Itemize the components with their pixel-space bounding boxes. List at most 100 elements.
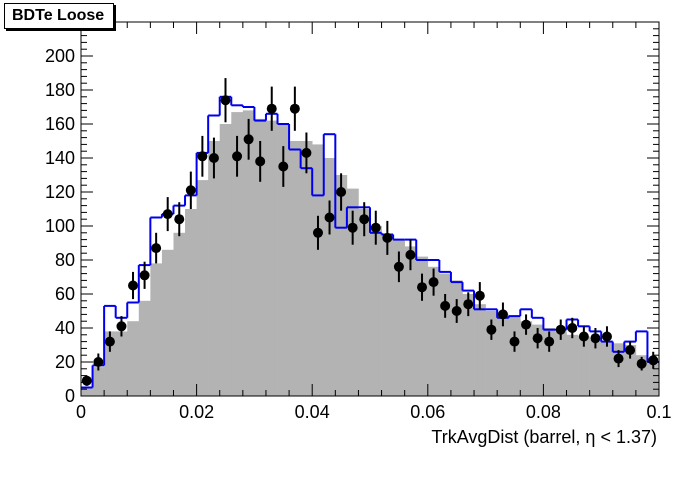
filled-bar: [242, 110, 255, 397]
x-tick-label: 0.06: [410, 402, 445, 422]
filled-bar: [346, 188, 359, 396]
data-point: [521, 314, 532, 335]
y-tick-label: 0: [65, 386, 75, 406]
filled-bar: [485, 311, 498, 396]
data-point: [393, 251, 404, 283]
y-tick-label: 140: [45, 148, 75, 168]
data-point: [451, 299, 462, 323]
filled-bar: [624, 345, 637, 396]
filled-bar: [289, 141, 301, 396]
data-point: [347, 210, 358, 245]
data-point: [359, 202, 370, 237]
filled-bar: [393, 239, 405, 396]
filled-bar: [231, 112, 244, 396]
data-point: [174, 202, 185, 237]
data-point: [405, 239, 416, 271]
point-marker: [509, 336, 520, 347]
point-marker: [243, 134, 254, 145]
point-marker: [174, 214, 185, 225]
data-point: [590, 328, 601, 349]
data-point: [208, 137, 219, 179]
filled-bar: [115, 331, 128, 396]
data-points-series: [81, 78, 659, 386]
point-marker: [220, 95, 231, 106]
data-point: [440, 294, 451, 318]
filled-bar: [335, 175, 348, 396]
point-marker: [336, 187, 347, 197]
filled-histogram-series: [81, 110, 660, 397]
point-marker: [278, 161, 289, 172]
filled-bar: [497, 314, 510, 396]
x-tick-label: 0.08: [526, 402, 561, 422]
point-marker: [255, 156, 266, 167]
point-marker: [486, 324, 497, 335]
point-marker: [324, 212, 335, 223]
filled-bar: [254, 118, 267, 397]
filled-bar: [508, 316, 521, 396]
filled-bar: [589, 339, 602, 396]
y-tick-label: 40: [55, 318, 75, 338]
filled-bar: [404, 246, 417, 396]
point-marker: [128, 280, 139, 291]
point-marker: [463, 299, 474, 310]
data-point: [116, 316, 127, 337]
data-point: [544, 331, 555, 352]
point-marker: [497, 309, 508, 320]
data-point: [555, 319, 566, 340]
data-point: [382, 220, 393, 255]
filled-bar: [138, 300, 151, 396]
filled-bar: [601, 341, 614, 396]
y-tick-label: 60: [55, 284, 75, 304]
y-tick-label: 180: [45, 80, 75, 100]
filled-bar: [439, 273, 452, 396]
point-marker: [289, 103, 300, 114]
point-marker: [81, 375, 92, 386]
axis-tick-labels: 0 20 40 60 80 100 120 140 160 180 200 0 0.02 0.04 0.06…: [45, 46, 672, 422]
data-point: [104, 331, 115, 352]
filled-bar: [462, 294, 475, 396]
data-point: [509, 331, 520, 352]
point-marker: [162, 209, 173, 220]
filled-bar: [81, 387, 93, 396]
filled-bar: [635, 355, 648, 396]
point-marker: [440, 300, 451, 311]
point-marker: [590, 333, 601, 344]
y-tick-label: 200: [45, 46, 75, 66]
filled-bar: [277, 124, 290, 396]
data-point: [417, 273, 428, 301]
data-point: [648, 351, 659, 369]
data-point: [139, 261, 150, 289]
data-point: [370, 210, 381, 245]
x-tick-label: 0.1: [646, 402, 671, 422]
data-point: [266, 86, 277, 131]
point-marker: [93, 357, 104, 367]
filled-bar: [92, 367, 105, 396]
x-tick-label: 0: [76, 402, 86, 422]
filled-bar: [427, 266, 440, 396]
point-marker: [451, 306, 462, 316]
step-histogram-series: [81, 95, 659, 389]
filled-bar: [196, 180, 209, 396]
data-point: [93, 353, 104, 371]
filled-bar: [208, 141, 221, 396]
point-marker: [359, 214, 370, 225]
filled-bar: [265, 120, 278, 396]
data-point: [151, 232, 162, 264]
filled-bar: [104, 331, 116, 396]
filled-bar: [531, 324, 544, 396]
filled-bar: [543, 328, 556, 396]
data-point: [278, 146, 289, 187]
data-point: [463, 292, 474, 317]
point-marker: [393, 261, 404, 272]
filled-bar: [381, 234, 394, 396]
data-point: [128, 271, 139, 300]
chart-title: BDTe Loose: [4, 3, 115, 29]
data-point: [301, 132, 312, 174]
data-point: [336, 173, 347, 211]
filled-bar: [554, 331, 567, 396]
data-point: [532, 328, 543, 349]
x-axis-label: TrkAvgDist (barrel, η < 1.37): [431, 427, 657, 447]
filled-bar: [520, 321, 533, 396]
point-marker: [312, 227, 323, 238]
